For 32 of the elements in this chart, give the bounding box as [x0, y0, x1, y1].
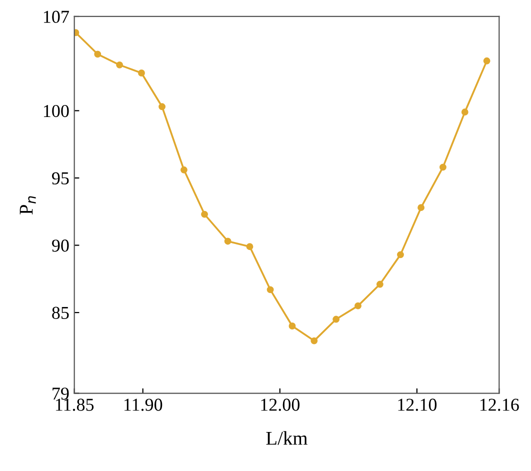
- y-tick-label: 85: [52, 306, 69, 319]
- point: [332, 316, 340, 323]
- point: [94, 50, 102, 58]
- y-tick-label: 107: [44, 10, 69, 23]
- y-tick-label: 90: [52, 240, 69, 252]
- x-tick-label: 12.00: [261, 398, 300, 411]
- x-axis-title: L/km: [266, 431, 308, 445]
- point: [418, 204, 425, 212]
- point: [376, 280, 384, 288]
- x-tick-label: 12.16: [480, 398, 519, 411]
- x-tick-label: 11.85: [56, 398, 94, 411]
- point: [224, 238, 232, 245]
- y-tick-label: 79: [52, 388, 69, 400]
- x-tick-label: 12.10: [398, 398, 437, 411]
- point: [483, 57, 490, 64]
- point: [310, 337, 318, 344]
- point: [461, 108, 468, 116]
- point: [116, 61, 124, 68]
- point: [354, 302, 362, 310]
- point: [246, 243, 254, 250]
- y-tick-label: 95: [52, 172, 69, 184]
- point: [180, 166, 188, 174]
- point: [201, 210, 208, 218]
- point: [138, 70, 145, 76]
- point: [439, 164, 446, 171]
- point: [158, 103, 166, 110]
- point: [397, 251, 404, 258]
- y-axis-title: P$_{n}$: [20, 196, 36, 214]
- point: [288, 322, 296, 330]
- x-tick-label: 11.90: [124, 398, 162, 411]
- y-tick-label: 100: [44, 104, 69, 118]
- point: [266, 286, 274, 294]
